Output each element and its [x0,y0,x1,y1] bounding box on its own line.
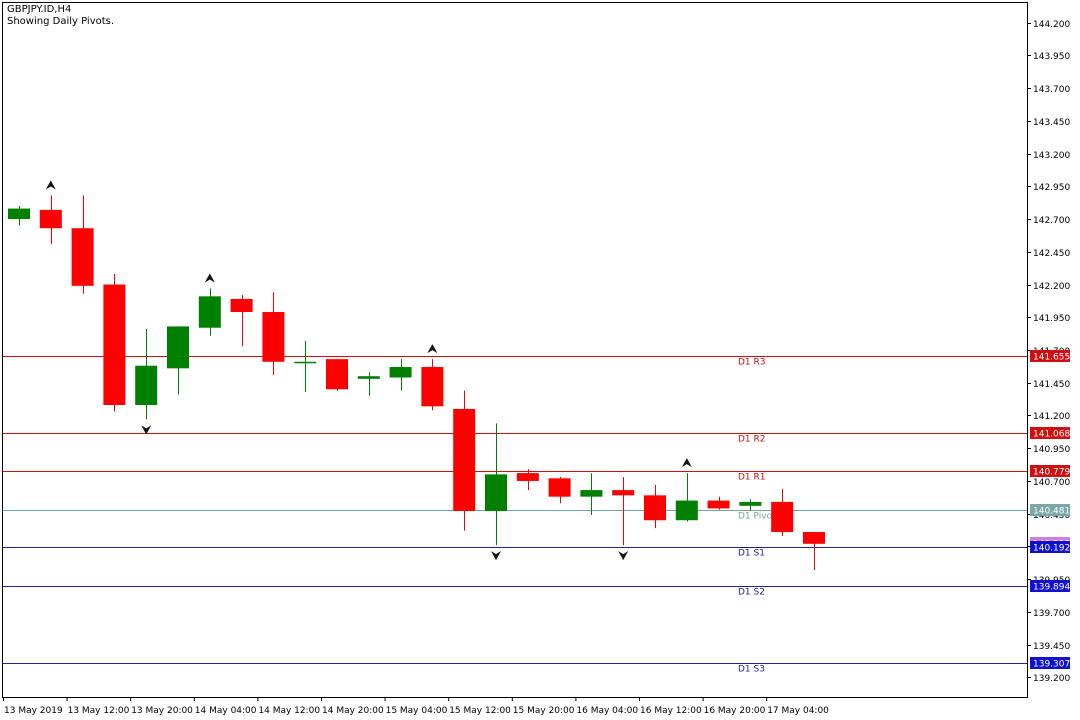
fractal-up-arrow [681,458,692,468]
fractals [45,180,692,561]
candle-body [326,359,348,390]
candle-body [516,473,539,481]
y-tick-label: 142.700 [1033,216,1070,226]
y-tick-label: 143.950 [1033,52,1070,62]
y-tick-label: 139.200 [1033,674,1070,684]
x-axis: 13 May 2019 13 May 12:00 13 May 20:00 14 Ma… [3,697,829,716]
candle-body [230,298,253,313]
candle-body [803,532,825,544]
candle-body [453,408,476,512]
pivot-price-tag-bg [1030,465,1070,477]
candle-body [198,296,221,328]
pivot-price-tag-bg [1030,504,1070,516]
y-tick-label: 142.950 [1033,183,1070,193]
candle-body [294,361,317,364]
candle-body [644,495,666,521]
x-tick-label: 13 May 20:00 [131,706,193,716]
pivot-label: D1 Pivot [738,512,776,522]
pivot-price-tag-bg [1030,427,1070,439]
x-tick-label: 14 May 12:00 [258,706,320,716]
candle-body [612,490,635,496]
fractal-up-arrow [45,180,56,190]
candle-body [771,501,794,533]
candle-body [421,367,444,407]
y-tick-label: 141.950 [1033,314,1070,324]
pivot-price-tag-bg [1030,657,1070,669]
y-tick-label: 142.450 [1033,249,1070,259]
candle-body [262,312,285,362]
x-tick-label: 16 May 12:00 [640,706,702,716]
pivot-price-tag: 141.068 [1033,430,1070,440]
candle-body [739,501,762,506]
fractal-down-arrow [618,551,629,561]
pivot-price-tag-bg [1030,350,1070,362]
candle-body [39,209,62,229]
candle-body [675,500,698,521]
pivot-price-tag: 140.779 [1033,468,1070,478]
pivot-price-tag-bg [1030,580,1070,592]
y-tick-label: 143.200 [1033,151,1070,161]
pivot-price-tag-bg [1030,541,1070,553]
y-tick-label: 141.450 [1033,380,1070,390]
y-tick-label: 139.450 [1033,642,1070,652]
pivot-price-tag: 140.192 [1033,544,1070,554]
x-tick-label: 17 May 04:00 [767,706,829,716]
x-tick-label: 16 May 20:00 [704,706,766,716]
pivot-label: D1 R1 [738,473,766,483]
candle-body [71,228,94,286]
y-tick-label: 141.200 [1033,412,1070,422]
candle-body [485,474,507,512]
fractal-down-arrow [141,425,152,435]
x-tick-label: 15 May 04:00 [386,706,448,716]
plot-frame [2,2,1028,698]
fractal-up-arrow [427,344,438,354]
x-tick-label: 13 May 2019 [4,706,63,716]
pivot-price-tag: 139.307 [1033,660,1070,670]
pivot-label: D1 R3 [738,358,766,368]
pivot-label: D1 R2 [738,435,766,445]
y-tick-label: 140.950 [1033,445,1070,455]
y-tick-label: 143.450 [1033,118,1070,128]
x-tick-label: 14 May 04:00 [195,706,257,716]
candle-body [548,478,571,497]
candle-body [707,500,730,509]
pivot-lines: D1 R3 D1 R2 D1 R1 D1 Pivot D1 S1 D1 S2 D1 S3 [3,356,1027,675]
candle-body [103,284,126,405]
chart-title: GBPJPY.ID,H4 [7,4,72,15]
candle-body [135,365,158,405]
y-tick-label: 142.200 [1033,282,1070,292]
x-tick-label: 16 May 04:00 [576,706,638,716]
candle-body [580,490,603,497]
fractal-up-arrow [204,273,215,283]
x-tick-label: 15 May 20:00 [513,706,575,716]
candle-body [167,326,189,369]
pivot-label: D1 S1 [738,549,765,559]
x-tick-label: 14 May 20:00 [322,706,384,716]
pivot-price-tag: 140.481 [1033,507,1070,517]
y-tick-label: 139.700 [1033,609,1070,619]
pivot-label: D1 S2 [738,588,765,598]
y-tick-label: 143.700 [1033,85,1070,95]
pivot-price-tag: 141.655 [1033,353,1070,363]
chart-subtitle: Showing Daily Pivots. [7,16,115,27]
pivot-label: D1 S3 [738,665,765,675]
fractal-down-arrow [491,551,501,561]
candles [8,195,825,570]
y-tick-label: 140.700 [1033,478,1070,488]
candle-body [389,367,412,378]
pivot-price-tag: 139.894 [1033,583,1070,593]
candle-body [8,208,30,220]
x-tick-label: 15 May 12:00 [449,706,511,716]
y-tick-label: 144.200 [1033,20,1070,30]
price-tags: 140.228141.655141.068140.779140.481140.1… [1030,350,1070,670]
x-tick-label: 13 May 12:00 [68,706,130,716]
candle-body [357,376,380,379]
